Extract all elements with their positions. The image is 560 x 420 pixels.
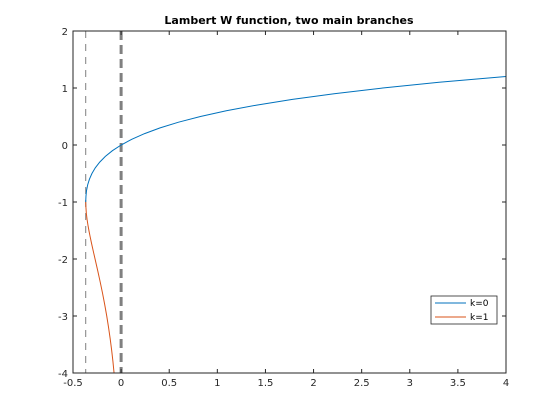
y-tick-label: -2 bbox=[58, 255, 68, 266]
plot-area: -0.5 0 0.5 1 1.5 2 2.5 3 3.5 4 -4 -3 -2 -1 0 1 2 bbox=[58, 27, 509, 389]
y-tick-label: -4 bbox=[58, 369, 68, 380]
x-tick-label: -0.5 bbox=[63, 378, 83, 389]
y-axis-tick-labels: -4 -3 -2 -1 0 1 2 bbox=[58, 27, 68, 380]
legend-box bbox=[430, 295, 498, 325]
series-line-k0 bbox=[85, 75, 507, 203]
series-line-k1 bbox=[85, 201, 115, 374]
x-tick-label: 1.5 bbox=[257, 378, 273, 389]
legend-label: k=0 bbox=[470, 299, 489, 309]
y-tick-label: 1 bbox=[62, 84, 68, 95]
y-axis-ticks bbox=[73, 30, 506, 374]
x-axis-ticks bbox=[72, 31, 507, 373]
x-tick-label: 4 bbox=[503, 378, 509, 389]
x-tick-label: 3 bbox=[407, 378, 413, 389]
y-tick-label: -3 bbox=[58, 312, 68, 323]
legend-label: k=1 bbox=[470, 313, 488, 323]
x-tick-label: 3.5 bbox=[450, 378, 466, 389]
series-layer bbox=[85, 75, 507, 374]
y-tick-label: 2 bbox=[62, 27, 68, 38]
x-tick-label: 2 bbox=[310, 378, 316, 389]
legend: k=0k=1 bbox=[430, 295, 498, 325]
y-tick-label: -1 bbox=[58, 198, 68, 209]
x-tick-label: 0 bbox=[118, 378, 124, 389]
x-tick-label: 2.5 bbox=[354, 378, 370, 389]
y-tick-label: 0 bbox=[62, 141, 68, 152]
x-axis-tick-labels: -0.5 0 0.5 1 1.5 2 2.5 3 3.5 4 bbox=[63, 378, 509, 389]
legend-entries: k=0k=1 bbox=[435, 299, 489, 323]
chart-title: Lambert W function, two main branches bbox=[164, 14, 414, 27]
x-tick-label: 0.5 bbox=[161, 378, 177, 389]
x-tick-label: 1 bbox=[214, 378, 220, 389]
